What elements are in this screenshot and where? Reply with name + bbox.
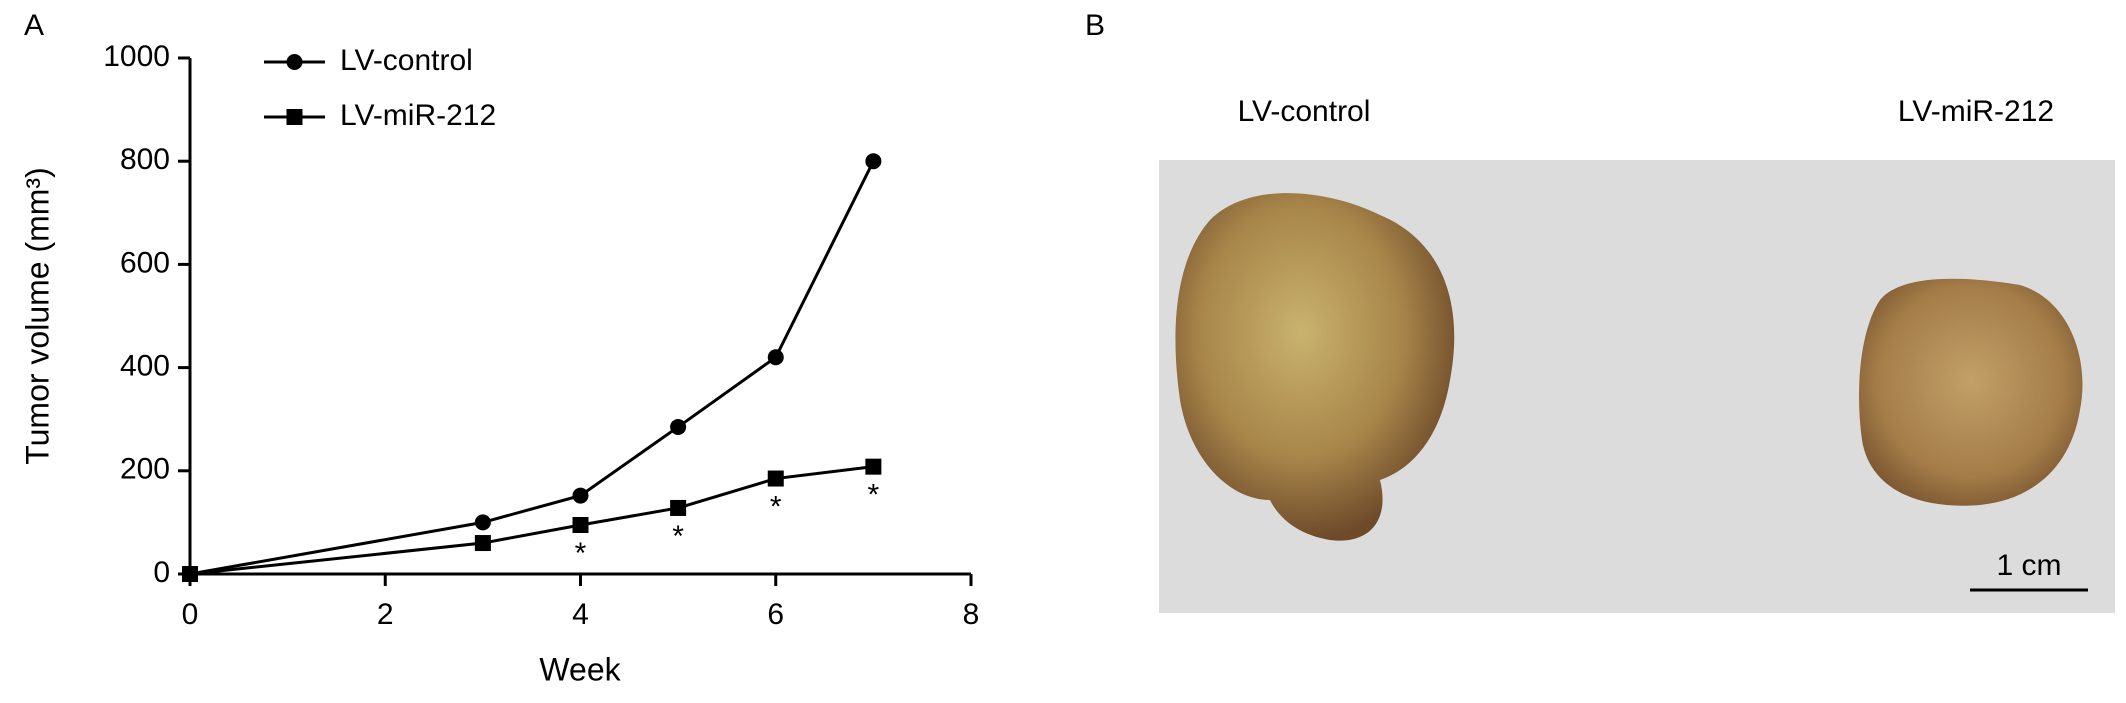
y-tick-label: 600 [120,246,170,279]
data-point [767,349,784,366]
panel-label: A [24,9,44,42]
y-tick-label: 0 [153,556,170,589]
tumor-mir212 [1859,278,2083,506]
significance-mark: * [575,537,587,570]
x-tick-label: 0 [182,598,199,631]
y-tick-label: 1000 [103,40,170,73]
data-point [670,499,687,516]
significance-mark: * [672,520,684,553]
tumor-control [1175,193,1455,541]
data-point [572,487,589,504]
x-axis-label: Week [539,651,621,687]
data-point [865,153,882,170]
scale-bar-label: 1 cm [1996,549,2061,582]
y-axis-label: Tumor volume (mm³) [19,167,55,464]
significance-mark: * [868,479,880,512]
legend-marker [286,54,303,70]
y-tick-label: 800 [120,143,170,176]
legend-marker [286,109,303,125]
y-tick-label: 200 [120,453,170,486]
panel-label: B [1085,9,1105,42]
series-line [189,465,874,576]
data-point [182,566,198,582]
data-point [474,514,491,531]
data-point [670,418,687,435]
legend-label: LV-miR-212 [340,99,496,132]
x-tick-label: 4 [572,598,589,631]
x-tick-label: 6 [767,598,784,631]
x-tick-label: 8 [963,598,980,631]
photo-label: LV-control [1238,95,1371,128]
photo-panel [1159,160,2115,613]
data-point [767,470,784,487]
data-point [865,458,882,475]
y-tick-label: 400 [120,350,170,383]
data-point [572,516,589,533]
x-tick-label: 2 [377,598,394,631]
significance-mark: * [770,490,782,523]
legend-label: LV-control [340,44,473,77]
photo-label: LV-miR-212 [1898,95,2054,128]
data-point [474,535,491,552]
series-line [189,160,875,576]
